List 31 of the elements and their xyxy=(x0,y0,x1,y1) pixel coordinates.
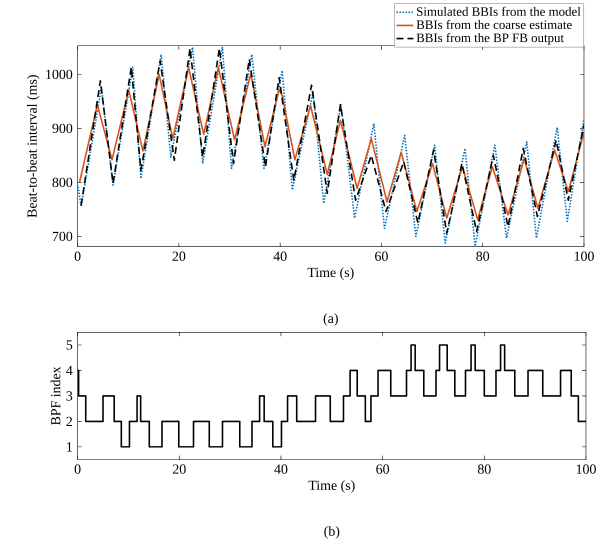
y-axis-title: BPF index xyxy=(50,366,60,425)
y-tick-label: 2 xyxy=(66,416,72,426)
x-tick-label: 60 xyxy=(376,464,390,474)
x-tick-label: 0 xyxy=(74,464,81,474)
x-tick-label: 40 xyxy=(274,464,288,474)
legend-label: BBIs from the coarse estimate xyxy=(416,20,572,29)
x-tick-label: 60 xyxy=(375,251,388,261)
text: (b) xyxy=(324,526,340,539)
legend-label: Simulated BBIs from the model xyxy=(417,6,581,16)
x-axis-title: Time (s) xyxy=(308,480,355,493)
y-axis-title: Beat-to-beat interval (ms) xyxy=(26,75,40,218)
x-tick-label: 80 xyxy=(478,464,491,474)
x-tick-label: 20 xyxy=(172,464,186,474)
line-series xyxy=(78,66,584,220)
x-tick-label: 40 xyxy=(273,251,287,261)
x-axis-title: Time (s) xyxy=(308,267,354,280)
x-tick-label: 100 xyxy=(576,464,596,474)
x-tick-label: 100 xyxy=(574,251,594,261)
y-tick-label: 3 xyxy=(66,391,72,400)
y-tick-label: 4 xyxy=(66,366,73,375)
y-tick-label: 1 xyxy=(67,442,72,452)
x-tick-label: 80 xyxy=(476,251,490,261)
x-tick-label: 20 xyxy=(172,251,186,261)
y-tick-label: 1000 xyxy=(46,70,72,79)
y-tick-label: 900 xyxy=(52,124,72,133)
x-tick-label: 0 xyxy=(74,251,81,261)
legend-label: BBIs from the BP FB output xyxy=(416,32,564,45)
y-tick-label: 700 xyxy=(52,232,72,241)
y-tick-label: 800 xyxy=(52,178,72,187)
y-tick-label: 5 xyxy=(66,340,72,350)
text: (a) xyxy=(324,313,338,326)
